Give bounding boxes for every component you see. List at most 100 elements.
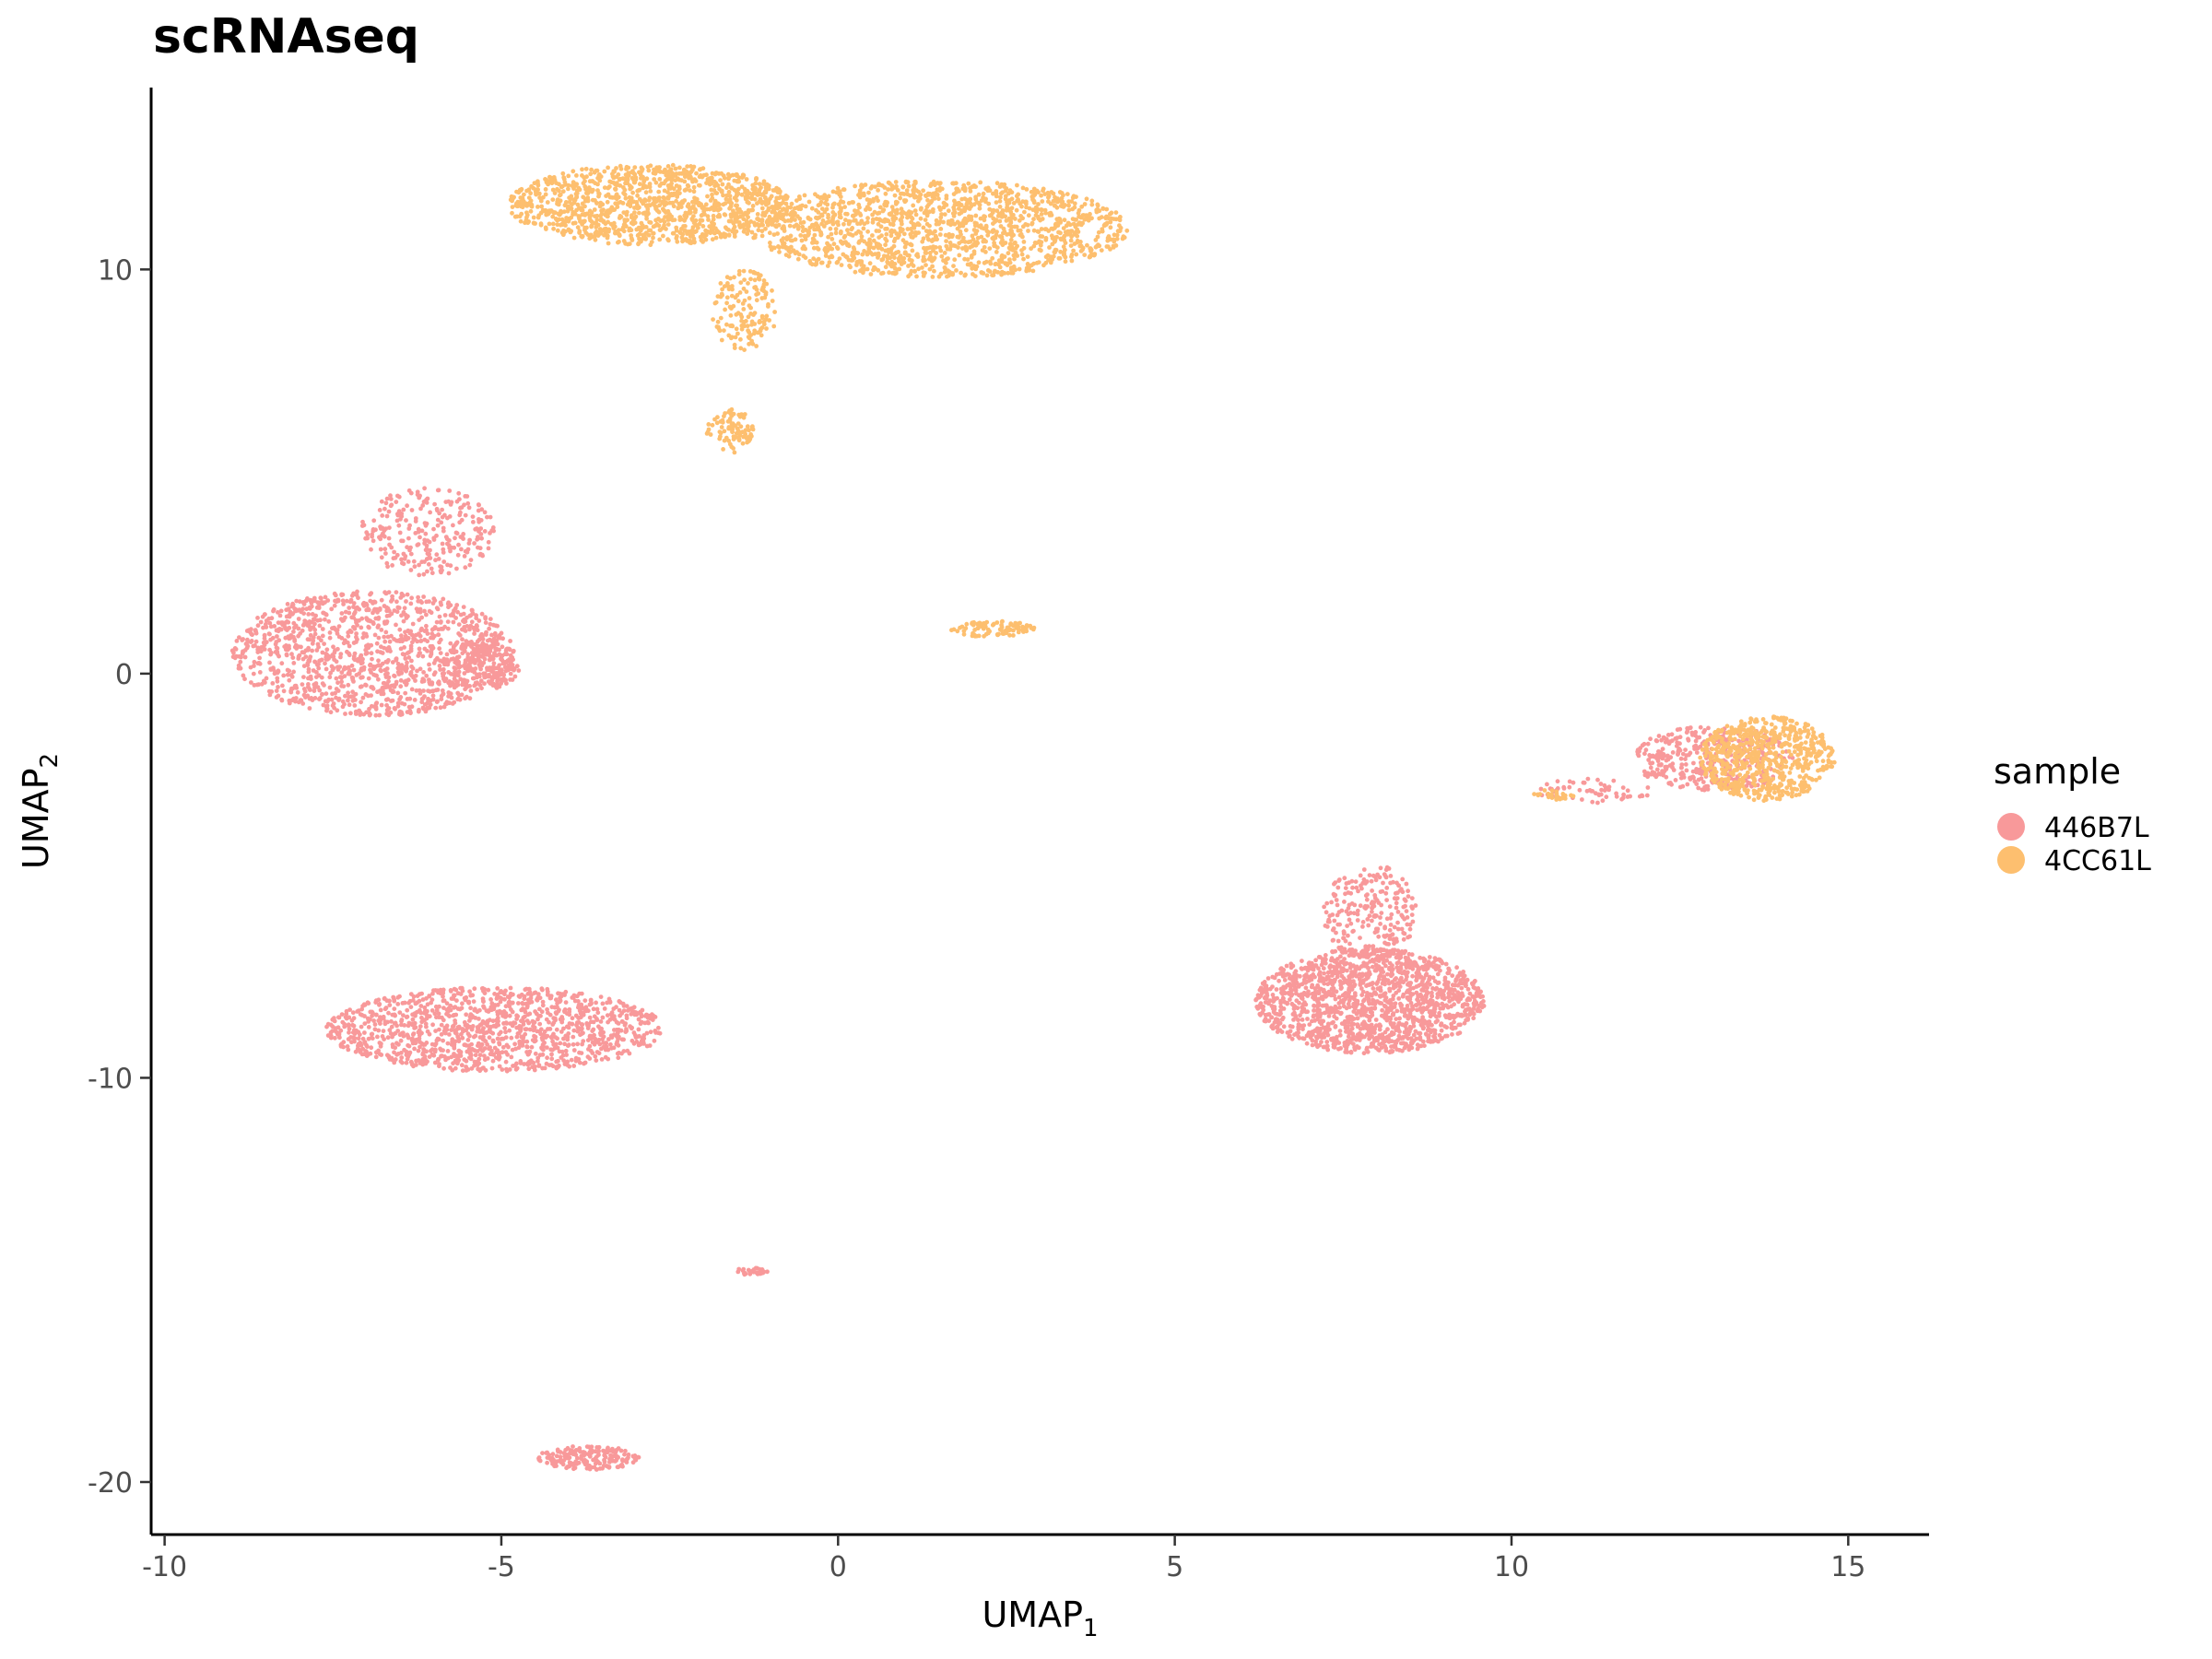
data-point (1384, 865, 1390, 870)
data-point (516, 1001, 521, 1006)
data-point (1337, 1005, 1342, 1010)
data-point (1359, 952, 1364, 958)
data-point (575, 1020, 580, 1025)
data-point (483, 1039, 488, 1044)
data-point (464, 685, 469, 690)
cluster-446B7L-4 (324, 985, 663, 1074)
data-point (255, 616, 260, 620)
data-point (1383, 963, 1388, 969)
data-point (1333, 1024, 1338, 1029)
data-point (413, 632, 418, 638)
data-point (243, 641, 249, 646)
data-point (357, 708, 362, 713)
data-point (353, 1049, 359, 1054)
data-point (477, 502, 481, 508)
data-point (359, 675, 363, 680)
data-point (425, 631, 430, 636)
data-point (398, 1059, 404, 1064)
data-point (326, 618, 332, 624)
data-point (491, 673, 497, 678)
data-point (454, 662, 460, 667)
data-point (1344, 1006, 1349, 1011)
data-point (274, 640, 279, 644)
data-point (369, 670, 373, 675)
data-point (1694, 750, 1700, 755)
data-point (397, 1010, 403, 1015)
data-point (1451, 1013, 1455, 1018)
data-point (367, 712, 372, 718)
data-point (317, 658, 322, 664)
data-point (1307, 1022, 1312, 1027)
data-point (446, 1008, 452, 1013)
data-point (253, 629, 258, 633)
data-point (435, 488, 441, 493)
data-point (237, 635, 241, 640)
data-point (385, 1035, 391, 1041)
data-point (1322, 1030, 1327, 1036)
data-point (606, 1056, 611, 1062)
data-point (405, 660, 409, 665)
data-point (1449, 1004, 1453, 1009)
data-point (1670, 750, 1676, 755)
data-point (429, 610, 434, 616)
data-point (240, 651, 245, 656)
data-point (1340, 968, 1345, 973)
data-point (1676, 752, 1680, 757)
data-point (429, 1008, 435, 1013)
data-point (416, 594, 420, 600)
data-point (332, 591, 337, 596)
data-point (592, 1041, 597, 1047)
data-point (279, 661, 285, 666)
data-point (363, 692, 369, 697)
data-point (1370, 964, 1375, 970)
data-point (427, 677, 431, 682)
data-point (1269, 1015, 1275, 1020)
data-point (1332, 993, 1336, 998)
data-point (328, 710, 334, 715)
data-point (346, 682, 351, 688)
data-point (1382, 947, 1386, 953)
data-point (459, 547, 464, 552)
data-point (462, 995, 467, 1001)
data-point (383, 629, 389, 635)
data-point (1356, 1024, 1361, 1029)
data-point (378, 524, 382, 529)
data-point (1450, 1026, 1455, 1031)
data-point (1378, 915, 1382, 920)
data-point (500, 678, 506, 683)
data-point (1443, 1015, 1449, 1020)
data-point (324, 612, 329, 618)
data-point (481, 986, 487, 992)
data-point (472, 1048, 477, 1053)
data-point (622, 1022, 628, 1028)
data-point (456, 622, 462, 627)
data-point (286, 606, 291, 612)
data-point (245, 637, 250, 642)
data-point (454, 1057, 459, 1063)
data-point (486, 987, 491, 993)
data-point (525, 1012, 531, 1018)
data-point (1372, 1026, 1377, 1030)
data-point (422, 608, 427, 614)
data-point (440, 507, 444, 512)
data-point (399, 613, 404, 618)
data-point (401, 507, 406, 512)
data-point (637, 1010, 641, 1016)
data-point (536, 1063, 542, 1068)
data-point (1341, 935, 1347, 941)
data-point (379, 628, 384, 632)
data-point (339, 679, 344, 685)
data-point (395, 1029, 401, 1033)
data-point (1377, 967, 1382, 971)
data-point (263, 612, 267, 617)
data-point (538, 1031, 543, 1037)
data-point (429, 1000, 433, 1006)
data-point (1281, 1024, 1287, 1030)
data-point (563, 1000, 569, 1005)
data-point (546, 992, 550, 997)
data-point (402, 606, 407, 611)
data-point (608, 1033, 614, 1039)
data-point (1389, 971, 1394, 976)
data-point (1450, 1031, 1454, 1037)
data-point (1378, 947, 1382, 953)
